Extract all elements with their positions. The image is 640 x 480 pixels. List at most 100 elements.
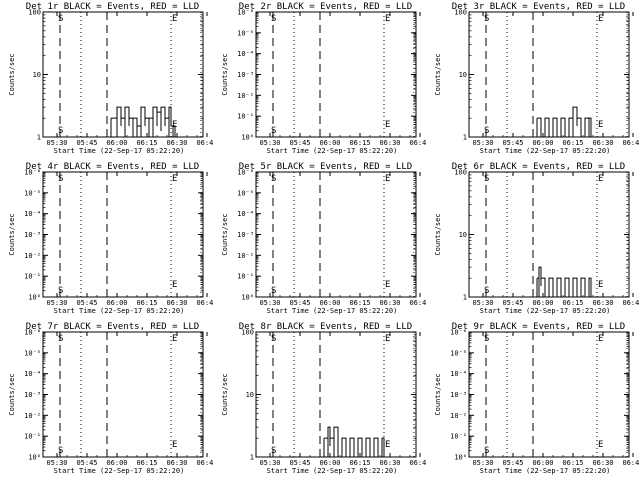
x-tick-label: 05:45 [76, 299, 97, 307]
start-marker-label: S [484, 446, 489, 456]
x-tick-label: 06:30 [166, 299, 187, 307]
start-marker-label: S [58, 174, 63, 184]
detector-panel: Det 8r BLACK = Events, RED = LLD 1 10 100 Co… [213, 320, 426, 480]
detector-chart: Det 1r BLACK = Events, RED = LLD 1 10 100 Co… [8, 2, 213, 155]
detector-panel: Det 3r BLACK = Events, RED = LLD 1 10 100 Co… [426, 0, 639, 160]
plot-frame [255, 11, 417, 138]
y-axis-label: Counts/sec [221, 53, 229, 95]
y-tick-label: 100 [28, 9, 41, 17]
y-tick-label: 10⁰ [241, 134, 254, 142]
x-tick-label: 06:00 [532, 459, 553, 467]
y-tick-label: 10⁻³ [24, 391, 41, 399]
y-axis-label: Counts/sec [434, 373, 442, 415]
start-marker-label: S [58, 446, 63, 456]
end-marker-label: E [598, 120, 603, 130]
x-tick-label: 06:15 [136, 139, 157, 147]
detector-chart: Det 7r BLACK = Events, RED = LLD 10⁰ 10⁻¹ 1… [8, 322, 213, 475]
x-tick-label: 06:15 [349, 299, 370, 307]
y-tick-label: 1 [463, 134, 467, 142]
y-tick-label: 10⁻⁵ [237, 189, 254, 197]
x-tick-label: 06:30 [592, 139, 613, 147]
chart-title: Det 1r BLACK = Events, RED = LLD [26, 2, 199, 12]
detector-chart: Det 5r BLACK = Events, RED = LLD 10⁰ 10⁻¹ 1… [221, 162, 426, 315]
y-tick-label: 100 [241, 329, 254, 337]
chart-title: Det 6r BLACK = Events, RED = LLD [452, 162, 625, 172]
y-axis-label: Counts/sec [434, 53, 442, 95]
start-marker-label: S [58, 126, 63, 136]
x-tick-label: 06:00 [319, 459, 340, 467]
y-tick-label: 10⁻² [450, 412, 467, 420]
x-tick-label: 06:30 [592, 299, 613, 307]
y-tick-label: 10⁻⁵ [24, 189, 41, 197]
y-axis-label: Counts/sec [8, 213, 16, 255]
x-tick-label: 06:30 [379, 299, 400, 307]
x-tick-label: 06:45 [622, 139, 639, 147]
y-tick-label: 10⁻³ [24, 231, 41, 239]
y-tick-label: 10⁻⁴ [24, 370, 41, 378]
x-axis-label: Start Time (22-Sep-17 05:22:20) [267, 307, 398, 315]
x-tick-label: 06:15 [562, 299, 583, 307]
detector-chart: Det 9r BLACK = Events, RED = LLD 10⁰ 10⁻¹ 1… [434, 322, 639, 475]
start-marker-label: S [271, 174, 276, 184]
x-tick-label: 05:45 [502, 459, 523, 467]
y-tick-label: 10⁻⁶ [237, 169, 254, 177]
y-tick-label: 10 [246, 391, 254, 399]
y-tick-label: 10 [33, 71, 41, 79]
start-marker-label: S [58, 334, 63, 344]
end-marker-label: E [385, 334, 390, 344]
chart-title: Det 8r BLACK = Events, RED = LLD [239, 322, 412, 332]
y-tick-label: 10⁻¹ [24, 433, 41, 441]
y-tick-label: 10⁻² [237, 92, 254, 100]
detector-chart: Det 8r BLACK = Events, RED = LLD 1 10 100 Co… [221, 322, 426, 475]
x-tick-label: 05:30 [472, 139, 493, 147]
y-tick-label: 10⁰ [28, 454, 41, 462]
y-tick-label: 1 [37, 134, 41, 142]
end-marker-label: E [598, 174, 603, 184]
x-tick-label: 06:00 [532, 299, 553, 307]
x-tick-label: 06:00 [106, 139, 127, 147]
x-tick-label: 06:45 [196, 459, 213, 467]
y-tick-label: 10⁻¹ [237, 113, 254, 121]
x-axis-label: Start Time (22-Sep-17 05:22:20) [480, 467, 611, 475]
x-tick-label: 06:30 [592, 459, 613, 467]
x-tick-label: 06:30 [379, 459, 400, 467]
y-tick-label: 100 [454, 169, 467, 177]
end-marker-label: E [598, 280, 603, 290]
start-marker-label: S [271, 446, 276, 456]
x-tick-label: 06:45 [409, 459, 426, 467]
x-tick-label: 05:30 [259, 459, 280, 467]
start-marker-label: S [484, 126, 489, 136]
chart-title: Det 4r BLACK = Events, RED = LLD [26, 162, 199, 172]
events-series-line [324, 426, 386, 458]
end-marker-label: E [172, 120, 177, 130]
y-axis-label: Counts/sec [221, 373, 229, 415]
start-marker-label: S [484, 174, 489, 184]
x-tick-label: 06:45 [622, 299, 639, 307]
y-tick-label: 10⁻⁵ [237, 29, 254, 37]
events-series-line [537, 106, 592, 138]
start-marker-label: S [484, 14, 489, 24]
x-tick-label: 06:00 [106, 299, 127, 307]
x-tick-label: 06:15 [136, 299, 157, 307]
y-tick-label: 1 [250, 454, 254, 462]
end-marker-label: E [385, 174, 390, 184]
x-tick-label: 05:45 [76, 139, 97, 147]
end-marker-label: E [172, 174, 177, 184]
x-tick-label: 05:30 [472, 299, 493, 307]
end-marker-label: E [598, 14, 603, 24]
y-axis-label: Counts/sec [8, 53, 16, 95]
start-marker-label: S [484, 334, 489, 344]
end-marker-label: E [598, 440, 603, 450]
x-tick-label: 06:30 [379, 139, 400, 147]
end-marker-label: E [172, 334, 177, 344]
detector-chart: Det 3r BLACK = Events, RED = LLD 1 10 100 Co… [434, 2, 639, 155]
y-tick-label: 10⁻⁴ [237, 210, 254, 218]
y-tick-label: 10⁻² [237, 252, 254, 260]
y-tick-label: 10 [459, 71, 467, 79]
x-tick-label: 05:30 [259, 299, 280, 307]
start-marker-label: S [58, 286, 63, 296]
detector-panel: Det 6r BLACK = Events, RED = LLD 1 10 100 Co… [426, 160, 639, 320]
chart-title: Det 2r BLACK = Events, RED = LLD [239, 2, 412, 12]
x-tick-label: 05:30 [46, 139, 67, 147]
